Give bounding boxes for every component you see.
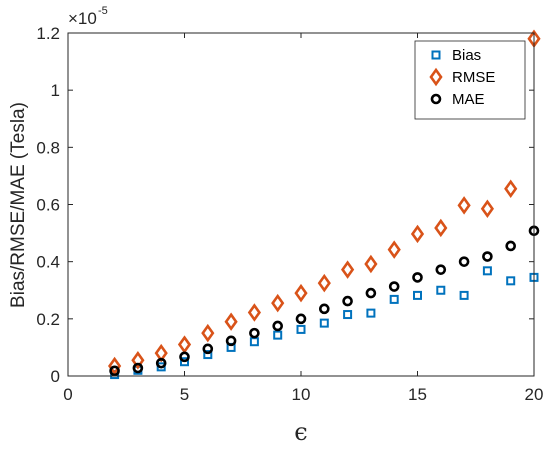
- y-tick-label: 0.6: [36, 196, 60, 215]
- y-tick-label: 0: [51, 367, 60, 386]
- legend-mae-label: MAE: [452, 91, 485, 108]
- bias-point: [296, 324, 306, 334]
- legend-rmse-marker: [429, 67, 443, 87]
- mae-point: [342, 295, 353, 307]
- mae-point: [295, 313, 307, 325]
- legend-rmse-label: RMSE: [452, 69, 495, 86]
- bias-point: [459, 290, 469, 300]
- rmse-point: [201, 323, 215, 343]
- bias-point: [343, 310, 353, 320]
- x-tick-label: 20: [525, 385, 544, 404]
- mae-point: [388, 281, 400, 292]
- legend-bias-marker: [431, 50, 441, 60]
- legend-mae-marker: [430, 93, 442, 105]
- rmse-point: [434, 218, 448, 238]
- y-tick-label: 1: [51, 81, 60, 100]
- y-axis-multiplier: ×10 -5: [68, 5, 108, 28]
- bias-point: [203, 350, 213, 360]
- x-tick-label: 15: [408, 385, 427, 404]
- x-tick-label: 0: [63, 385, 72, 404]
- y-multiplier-base: ×10: [68, 9, 97, 28]
- y-tick-label: 0.2: [36, 310, 60, 329]
- mae-point: [109, 365, 120, 377]
- bias-point: [319, 318, 329, 328]
- mae-point: [505, 240, 517, 252]
- y-axis-label: Bias/RMSE/MAE (Tesla): [8, 102, 29, 308]
- rmse-point: [457, 196, 471, 215]
- bias-point: [273, 330, 283, 340]
- rmse-point: [177, 335, 192, 354]
- x-axis-ticks: 0 5 10 15 20: [63, 33, 543, 404]
- rmse-point: [387, 240, 401, 259]
- x-axis-label: ϵ: [294, 418, 307, 446]
- rmse-point: [317, 273, 331, 293]
- mae-point: [132, 362, 144, 374]
- bias-point: [506, 276, 516, 286]
- series-bias: [110, 266, 539, 380]
- rmse-point: [271, 293, 285, 313]
- mae-point: [272, 320, 284, 332]
- legend-bias-label: Bias: [452, 47, 481, 64]
- rmse-point: [131, 351, 145, 370]
- legend: Bias RMSE MAE: [414, 40, 526, 120]
- bias-point: [389, 294, 399, 304]
- mae-point: [225, 335, 237, 347]
- mae-point: [412, 272, 423, 283]
- mae-point: [179, 351, 190, 363]
- y-tick-label: 0.8: [36, 138, 60, 157]
- rmse-point: [504, 179, 518, 199]
- mae-point: [365, 287, 377, 299]
- data-markers: [108, 29, 541, 380]
- y-axis-ticks: 0 0.2 0.4 0.6 0.8 1 1.2: [36, 24, 534, 386]
- rmse-point: [108, 356, 122, 376]
- y-tick-label: 0.4: [36, 253, 60, 272]
- mae-point: [249, 327, 260, 339]
- bias-point: [482, 266, 492, 276]
- y-tick-label: 1.2: [36, 24, 60, 43]
- rmse-point: [480, 199, 494, 219]
- rmse-point: [247, 303, 261, 322]
- mae-point: [318, 303, 330, 315]
- x-tick-label: 10: [292, 385, 311, 404]
- rmse-point: [341, 260, 355, 279]
- rmse-point: [294, 283, 308, 303]
- rmse-point: [224, 312, 238, 331]
- series-mae: [109, 225, 540, 377]
- mae-point: [482, 251, 493, 262]
- rmse-point: [410, 224, 425, 244]
- y-multiplier-exponent: -5: [98, 5, 108, 17]
- bias-point: [413, 290, 422, 300]
- bias-point: [249, 337, 259, 347]
- bias-point: [366, 308, 376, 318]
- x-tick-label: 5: [180, 385, 189, 404]
- bias-point: [436, 285, 446, 295]
- bias-point: [180, 357, 189, 367]
- mae-point: [458, 256, 470, 267]
- rmse-point: [364, 254, 378, 274]
- mae-point: [435, 264, 447, 275]
- mae-point: [202, 343, 214, 355]
- mae-point: [155, 357, 167, 369]
